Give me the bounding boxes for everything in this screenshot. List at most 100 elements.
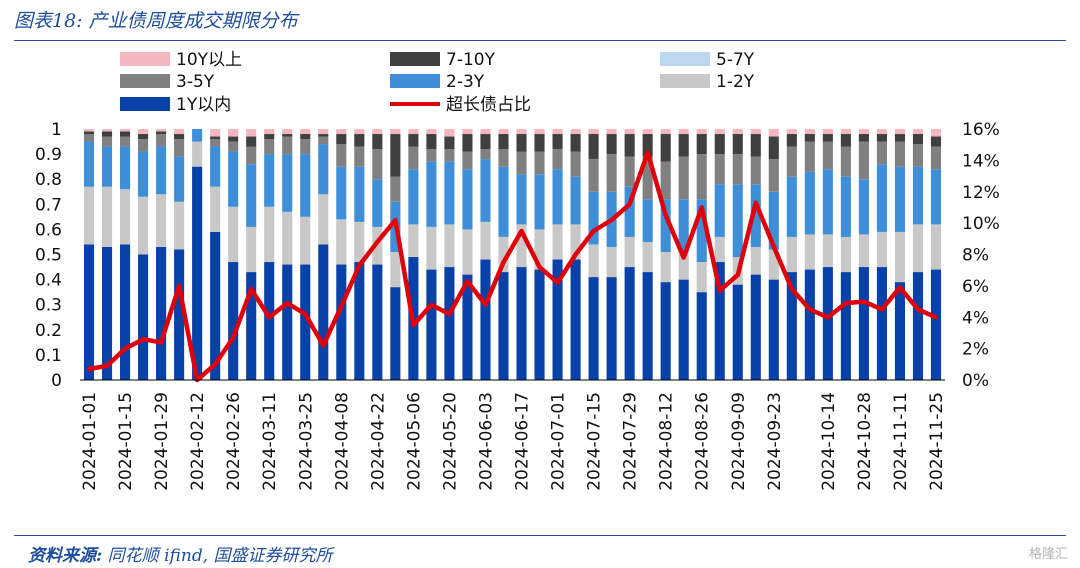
bar-7-10y — [696, 134, 707, 155]
bar-10y — [83, 129, 95, 132]
bar-10y — [228, 129, 239, 137]
x-tick-label: 2024-07-15 — [585, 392, 605, 491]
bar-1-2y — [606, 246, 617, 278]
y-tick-label: 0.8 — [35, 170, 62, 190]
bar-10y — [318, 129, 329, 135]
bar-3-5y — [804, 141, 815, 172]
bar-3-5y — [210, 139, 221, 147]
bar-2-3y — [894, 166, 905, 232]
legend-label-5-7y: 5-7Y — [716, 50, 755, 70]
bar-1y — [894, 282, 905, 380]
bar-1-2y — [534, 229, 545, 270]
bar-1y — [804, 269, 815, 380]
bar-1-2y — [246, 226, 257, 273]
x-tick-label: 2024-07-29 — [621, 392, 641, 491]
bar-7-10y — [606, 134, 617, 155]
bar-10y — [930, 129, 942, 137]
bar-1y — [588, 277, 599, 380]
bar-1y — [174, 249, 185, 380]
bar-1-2y — [498, 236, 509, 273]
y2-tick-label: 12% — [962, 183, 1000, 203]
bar-1y — [246, 272, 257, 380]
bar-1y — [372, 264, 383, 380]
bar-2-3y — [804, 171, 815, 235]
bar-10y — [876, 129, 887, 135]
x-tick-label: 2024-01-15 — [116, 392, 136, 491]
line-series-long-bond-share — [86, 150, 939, 383]
bar-1y — [606, 277, 617, 380]
bar-7-10y — [444, 136, 455, 150]
bar-2-3y — [83, 141, 95, 187]
bar-3-5y — [498, 149, 509, 167]
y-tick-label: 0.6 — [35, 220, 62, 240]
bar-7-10y — [174, 134, 185, 140]
legend-label-1-2y: 1-2Y — [716, 72, 755, 92]
legend-swatch-1-2y — [660, 74, 710, 88]
bar-10y — [156, 129, 167, 132]
bar-1y — [786, 272, 797, 380]
x-tick-label: 2024-04-08 — [332, 392, 352, 491]
legend-label-2-3y: 2-3Y — [446, 72, 485, 92]
bar-1-2y — [660, 251, 671, 283]
x-tick-label: 2024-07-01 — [549, 392, 569, 491]
bar-3-5y — [858, 141, 869, 180]
bar-3-5y — [570, 151, 581, 177]
bar-7-10y — [480, 134, 491, 150]
bar-2-3y — [228, 151, 239, 207]
bar-10y — [336, 129, 347, 135]
bar-1y — [83, 244, 95, 380]
bar-7-10y — [426, 134, 437, 150]
bar-7-10y — [768, 136, 779, 160]
legend-swatch-10y — [120, 52, 170, 66]
y2-tick-label: 8% — [962, 246, 989, 266]
bar-1y — [732, 284, 743, 380]
bar-2-3y — [336, 166, 347, 220]
bar-3-5y — [300, 139, 311, 155]
bar-7-10y — [588, 134, 599, 160]
bar-1y — [696, 292, 707, 380]
bar-2-3y — [822, 169, 833, 235]
bar-10y — [714, 129, 725, 135]
legend-label-3-5y: 3-5Y — [176, 72, 215, 92]
bar-1-2y — [264, 206, 275, 263]
bar-1y — [678, 279, 689, 380]
bar-10y — [732, 129, 743, 135]
bar-3-5y — [318, 136, 329, 145]
source-text: 同花顺 ifind, 国盛证券研究所 — [102, 546, 333, 566]
bar-3-5y — [840, 146, 851, 177]
bar-3-5y — [156, 134, 167, 147]
bar-3-5y — [282, 136, 293, 155]
bar-2-3y — [354, 166, 365, 222]
bar-10y — [138, 129, 149, 135]
legend-swatch-2-3y — [390, 74, 440, 88]
bar-7-10y — [120, 131, 131, 137]
bar-2-3y — [570, 176, 581, 225]
bar-1-2y — [858, 234, 869, 268]
bar-10y — [678, 129, 689, 135]
bar-7-10y — [858, 134, 869, 142]
y-tick-label: 0 — [51, 371, 62, 391]
bar-1-2y — [390, 251, 401, 288]
bar-1y — [354, 262, 365, 380]
bar-1y — [840, 272, 851, 380]
bar-1-2y — [462, 229, 473, 275]
bar-1y — [930, 269, 942, 380]
bar-7-10y — [678, 134, 689, 157]
legend-label-x: 超长债占比 — [446, 95, 531, 115]
bar-7-10y — [83, 131, 95, 135]
bar-3-5y — [876, 141, 887, 165]
bar-3-5y — [462, 151, 473, 170]
x-tick-label: 2024-10-28 — [855, 392, 875, 491]
bar-2-3y — [372, 179, 383, 227]
bar-1y — [480, 259, 491, 380]
bar-7-10y — [570, 134, 581, 152]
bar-7-10y — [840, 134, 851, 147]
bar-3-5y — [552, 149, 563, 170]
x-tick-label: 2024-06-17 — [513, 392, 533, 491]
bar-1-2y — [588, 244, 599, 278]
bar-1y — [642, 272, 653, 380]
bar-3-5y — [101, 136, 113, 147]
bar-7-10y — [624, 134, 635, 157]
bar-1-2y — [678, 251, 689, 280]
bar-10y — [606, 129, 617, 135]
